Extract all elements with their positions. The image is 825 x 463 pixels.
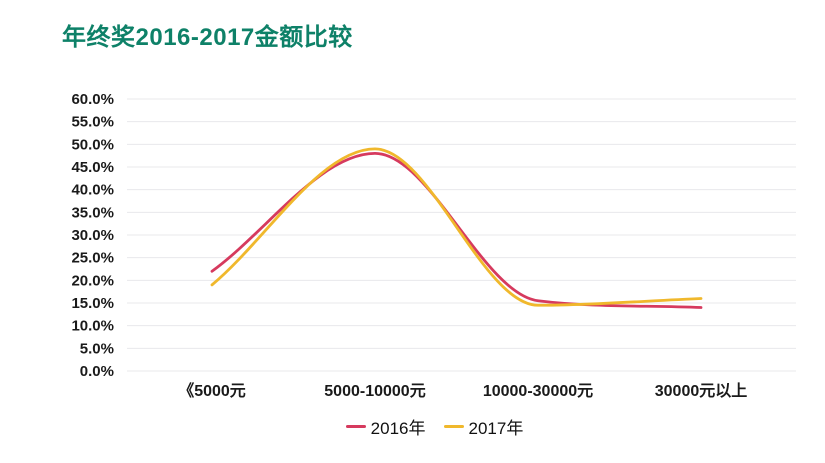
legend-item-2017: 2017年 [443,414,524,439]
x-axis-category-label: 10000-30000元 [483,383,593,400]
x-axis-category-label: 5000-10000元 [324,383,425,400]
chart-legend: 2016年 2017年 [22,414,825,439]
y-axis-tick-label: 55.0% [71,114,114,131]
chart-title: 年终奖2016-2017金额比较 [62,24,353,51]
y-axis-tick-label: 20.0% [71,272,114,289]
x-axis-category-label: 《5000元 [178,382,246,400]
y-axis-tick-label: 35.0% [71,204,114,221]
legend-label-2017: 2017年 [468,419,524,438]
y-axis-tick-label: 25.0% [71,250,114,267]
series-line-2017年 [210,147,703,307]
y-axis-tick-label: 50.0% [71,136,114,153]
y-axis-tick-label: 40.0% [71,182,114,199]
y-axis-tick-label: 10.0% [71,318,114,335]
legend-label-2016: 2016年 [370,419,426,438]
x-axis-category-label: 30000元以上 [655,382,748,400]
y-axis-tick-label: 5.0% [80,340,114,357]
series-line-2016年 [210,151,703,309]
y-axis-tick-label: 30.0% [71,227,114,244]
y-axis-tick-label: 45.0% [71,159,114,176]
legend-line-marker-2017-icon [443,425,464,428]
legend-line-marker-2016-icon [345,425,366,428]
y-axis-tick-label: 0.0% [80,363,114,380]
y-axis-tick-label: 15.0% [71,295,114,312]
legend-item-2016: 2016年 [345,414,426,439]
y-axis-tick-label: 60.0% [71,91,114,108]
